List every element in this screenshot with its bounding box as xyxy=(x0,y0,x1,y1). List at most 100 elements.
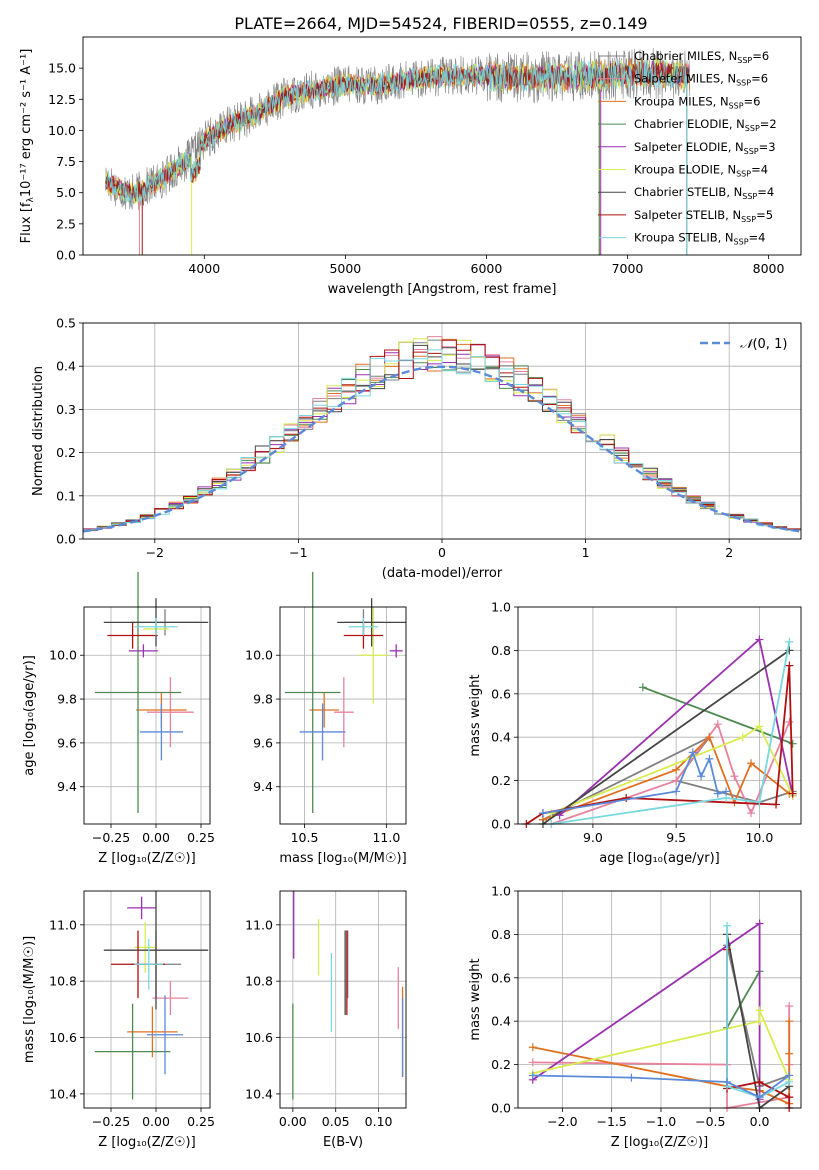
legend-label-main: Kroupa MILES, N xyxy=(634,94,729,108)
weight-marker xyxy=(672,776,681,785)
weight-marker xyxy=(705,733,714,742)
legend-label-main: Chabrier STELIB, N xyxy=(634,185,742,199)
weight-marker xyxy=(755,919,764,928)
x-tick-label: −0.25 xyxy=(92,830,130,845)
x-axis-label: Z [log₁₀(Z/Z☉)] xyxy=(98,1135,195,1150)
x-axis-label: Z [log₁₀(Z/Z☉)] xyxy=(611,1135,708,1150)
x-tick-label: 0.00 xyxy=(142,1114,170,1129)
weight-marker xyxy=(785,718,794,727)
y-tick-label: 0.0 xyxy=(56,248,76,263)
y-tick-label: 0.0 xyxy=(491,1101,511,1116)
weight-marker xyxy=(755,1006,764,1015)
axes-frame xyxy=(83,890,211,1109)
y-tick-label: 0.6 xyxy=(491,970,511,985)
y-tick-label: 0.2 xyxy=(56,445,76,460)
weight-marker xyxy=(672,787,681,796)
y-tick-label: 2.5 xyxy=(56,216,76,231)
legend-label-tail: =6 xyxy=(752,49,769,63)
x-tick-label: 0.0 xyxy=(750,1114,770,1129)
legend-label-args: (0, 1) xyxy=(752,337,787,352)
weight-marker xyxy=(747,809,756,818)
spectrum-panel: 4000 5000 6000 7000 8000 0.0 2.5 5.0 7.5 10.0 12.5… xyxy=(19,36,802,297)
weight-line xyxy=(726,925,790,1099)
weight-line xyxy=(550,725,794,814)
x-tick-label: 0 xyxy=(438,545,446,560)
y-tick-label: 0.3 xyxy=(56,402,76,417)
y-tick-label: 0.0 xyxy=(491,817,511,832)
legend-label-main: Chabrier ELODIE, N xyxy=(634,117,745,131)
weight-marker xyxy=(730,772,739,781)
axes-frame xyxy=(279,606,407,825)
mass_vs_ebv-panel: 0.00 0.05 0.10 10.4 10.6 10.8 11.0 E(B-V) xyxy=(245,890,407,1150)
y-tick-label: 0.6 xyxy=(491,686,511,701)
weight-marker xyxy=(638,683,647,692)
x-tick-label: 5000 xyxy=(329,261,361,276)
legend-label-main: Salpeter MILES, N xyxy=(634,72,736,86)
x-tick-label: 0.00 xyxy=(279,1114,307,1129)
legend-label-main: Salpeter ELODIE, N xyxy=(634,140,744,154)
spectrum-line xyxy=(105,61,690,202)
y-tick-label: 0.1 xyxy=(56,488,76,503)
x-axis-label: mass [log₁₀(M/M☉)] xyxy=(279,851,406,866)
x-tick-label: −2 xyxy=(146,545,164,560)
weight-marker xyxy=(788,789,797,798)
x-tick-label: 2 xyxy=(725,545,733,560)
y-tick-label: 10.8 xyxy=(49,974,77,989)
x-tick-label: 10.5 xyxy=(291,830,319,845)
weight-marker xyxy=(755,1017,764,1026)
y-tick-label: 0.4 xyxy=(56,359,76,374)
spectrum-line xyxy=(105,59,690,207)
y-label-main: Flux [f xyxy=(19,202,34,243)
x-tick-label: 8000 xyxy=(753,261,785,276)
age_vs_mass-panel: 10.5 11.0 9.4 9.6 9.8 10.0 mass [log₁₀(M/M☉)] xyxy=(245,571,407,866)
legend-label: Salpeter ELODIE, NSSP=3 xyxy=(634,140,776,156)
weight-line xyxy=(532,1010,791,1081)
y-label-tail: 10⁻¹⁷ erg cm⁻² s⁻¹ A⁻¹] xyxy=(19,49,34,198)
y-tick-label: 9.6 xyxy=(57,735,77,750)
legend-label-tail: =5 xyxy=(756,208,773,222)
legend-label-tail: =2 xyxy=(760,117,777,131)
y-tick-label: 9.4 xyxy=(253,779,273,794)
weight-marker xyxy=(723,1077,732,1086)
legend-label-sub: SSP xyxy=(736,79,751,88)
plots-layer: 4000 5000 6000 7000 80000.02.55.07.510.012.5… xyxy=(19,36,802,1150)
legend-label-sub: SSP xyxy=(736,170,751,179)
weight-marker xyxy=(528,1071,537,1080)
legend-label-tail: =4 xyxy=(751,163,768,177)
legend-label-tail: =4 xyxy=(757,185,774,199)
legend-label-main: Kroupa ELODIE, N xyxy=(634,163,736,177)
weight-line xyxy=(551,721,791,825)
weight_vs_Z-panel: −2.0 −1.5 −1.0 −0.5 0.0 0.0 0.2 0.4 0.6 0.8 1.0 Z [… xyxy=(468,884,802,1150)
y-axis-label: mass weight xyxy=(468,674,483,756)
y-tick-label: 5.0 xyxy=(56,185,76,200)
x-tick-label: −1.0 xyxy=(646,1114,676,1129)
weight-marker xyxy=(755,1093,764,1102)
y-tick-label: 10.6 xyxy=(245,1030,273,1045)
y-tick-label: 1.0 xyxy=(491,600,511,615)
y-tick-label: 11.0 xyxy=(245,917,273,932)
weight-line xyxy=(726,970,761,1029)
x-tick-label: 10.0 xyxy=(745,830,773,845)
y-tick-label: 9.8 xyxy=(57,692,77,707)
weight-line xyxy=(642,686,794,745)
x-tick-label: 9.0 xyxy=(583,830,603,845)
weight-marker xyxy=(785,1071,794,1080)
y-tick-label: 10.8 xyxy=(245,974,273,989)
axes-frame xyxy=(517,606,802,825)
weight-marker xyxy=(528,1043,537,1052)
legend-label-tail: =3 xyxy=(759,140,776,154)
x-tick-label: 11.0 xyxy=(372,830,400,845)
x-tick-label: −2.0 xyxy=(547,1114,577,1129)
legend-label-main: Chabrier MILES, N xyxy=(634,49,737,63)
y-tick-label: 10.4 xyxy=(245,1086,273,1101)
weight-marker xyxy=(772,800,781,809)
legend-label-main: Salpeter STELIB, N xyxy=(634,208,741,222)
legend-label-tail: =6 xyxy=(751,72,768,86)
weight-marker xyxy=(622,793,631,802)
legend-label: Salpeter MILES, NSSP=6 xyxy=(634,72,768,88)
y-tick-label: 10.0 xyxy=(245,648,273,663)
legend-label: Kroupa ELODIE, NSSP=4 xyxy=(634,163,768,179)
mass_vs_Z-panel: −0.25 0.00 0.25 10.4 10.6 10.8 11.0 Z [log₁₀(Z/… xyxy=(22,890,215,1150)
